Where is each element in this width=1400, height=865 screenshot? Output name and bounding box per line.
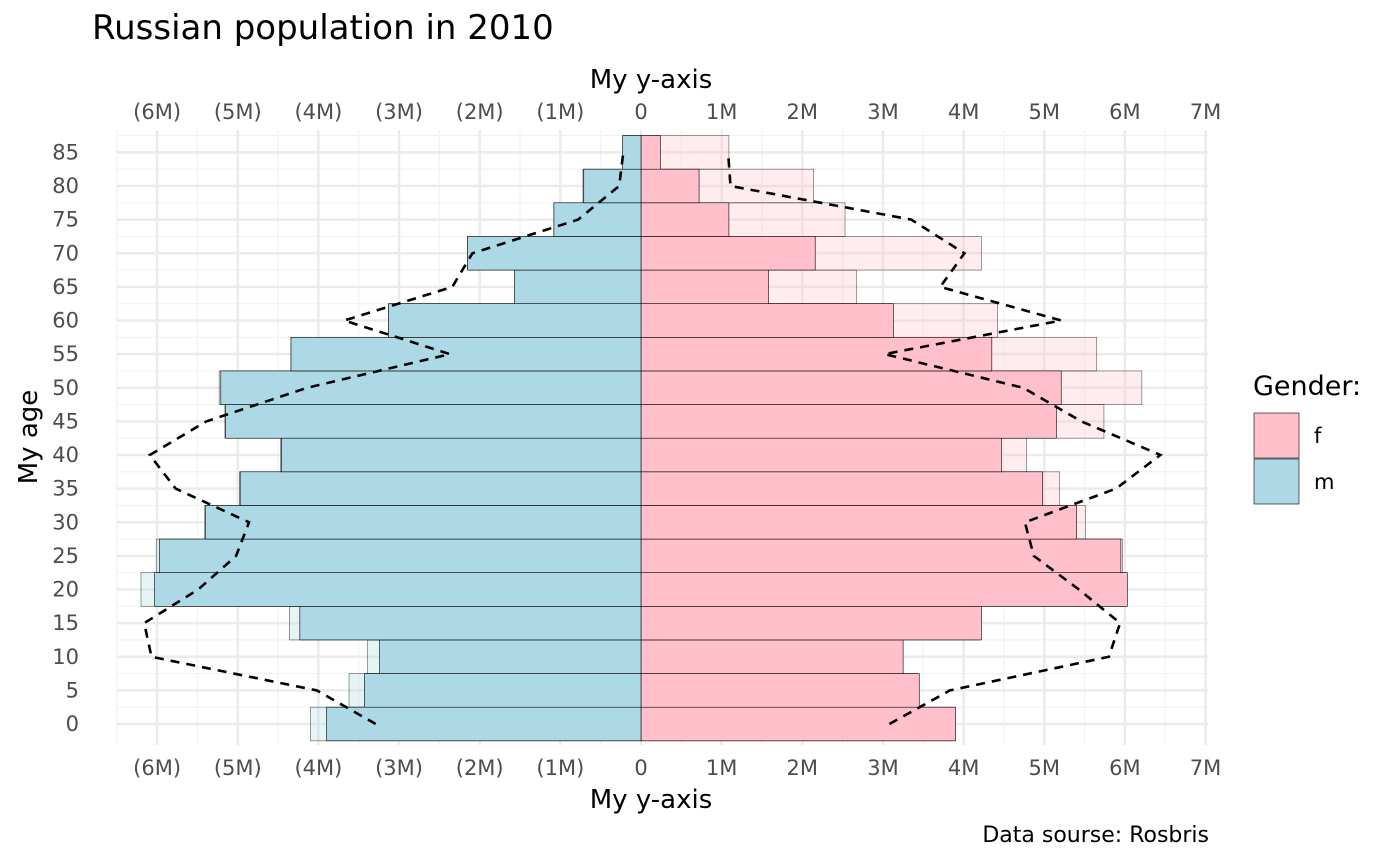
y-tick-label: 35 [52, 477, 79, 501]
y-tick-label: 40 [52, 443, 79, 467]
x-tick-label-bottom: 3M [867, 756, 898, 780]
y-tick-label: 85 [52, 140, 79, 164]
bar-m-85 [622, 135, 642, 170]
legend-key-m [1253, 458, 1300, 505]
x-tick-label-bottom: 6M [1109, 756, 1140, 780]
x-tick-label-top: 6M [1109, 100, 1140, 124]
x-tick-label-top: 3M [867, 100, 898, 124]
y-tick-label: 80 [52, 174, 79, 198]
y-tick-label: 50 [52, 376, 79, 400]
y-tick-label: 15 [52, 611, 79, 635]
bar-f-45 [640, 404, 1057, 439]
bar-f-80 [640, 168, 700, 204]
bar-m-5 [364, 673, 642, 708]
bar-m-10 [379, 639, 642, 674]
x-tick-label-bottom: 7M [1190, 756, 1221, 780]
bar-m-35 [239, 471, 642, 506]
x-tick-label-top: 2M [787, 100, 818, 124]
x-tick-label-bottom: 2M [787, 756, 818, 780]
x-tick-label-bottom: 1M [706, 756, 737, 780]
bar-m-75 [553, 202, 642, 237]
x-tick-label-top: (2M) [456, 100, 504, 124]
bar-m-40 [281, 437, 642, 473]
y-tick-label: 75 [52, 208, 79, 232]
x-tick-label-bottom: (2M) [456, 756, 504, 780]
x-tick-label-top: (1M) [536, 100, 584, 124]
legend-title: Gender: [1253, 371, 1361, 402]
x-tick-label-top: (4M) [294, 100, 342, 124]
chart-title: Russian population in 2010 [92, 8, 554, 48]
bar-f-85 [640, 135, 661, 170]
legend-label-m: m [1314, 470, 1334, 494]
bar-f-15 [640, 606, 982, 641]
bar-m-65 [514, 269, 642, 304]
y-tick-label: 45 [52, 409, 79, 433]
y-tick-label: 10 [52, 645, 79, 669]
bar-m-70 [467, 236, 642, 271]
x-tick-label-top: 7M [1190, 100, 1221, 124]
bar-f-65 [640, 269, 769, 304]
x-tick-label-bottom: (1M) [536, 756, 584, 780]
bar-f-0 [640, 706, 956, 742]
y-tick-label: 70 [52, 241, 79, 265]
x-axis-title-top: My y-axis [590, 65, 712, 95]
y-tick-label: 30 [52, 510, 79, 534]
x-tick-label-bottom: (5M) [214, 756, 262, 780]
x-tick-label-bottom: (4M) [294, 756, 342, 780]
y-tick-label: 65 [52, 275, 79, 299]
y-tick-label: 20 [52, 578, 79, 602]
bar-m-60 [388, 303, 642, 338]
bar-m-20 [154, 572, 642, 607]
bar-f-10 [640, 639, 904, 674]
bar-m-55 [290, 337, 642, 372]
y-tick-label: 0 [66, 712, 79, 736]
bar-f-35 [640, 471, 1043, 506]
legend-key-f [1253, 412, 1300, 459]
bar-f-55 [640, 337, 993, 372]
bars-layer [154, 135, 1128, 742]
bar-f-25 [640, 538, 1122, 573]
chart-caption: Data sourse: Rosbris [982, 823, 1209, 848]
bar-f-40 [640, 437, 1002, 473]
x-tick-label-top: 4M [948, 100, 979, 124]
x-tick-label-top: 0 [634, 100, 647, 124]
y-axis-title: My age [14, 390, 44, 485]
bar-m-30 [205, 505, 642, 540]
x-tick-label-bottom: 4M [948, 756, 979, 780]
tick-labels-layer: (6M) (6M) (5M) (5M) (4M) (4M) (3M) (3M) (2M) (2M)… [52, 100, 1221, 780]
bar-f-5 [640, 673, 920, 708]
bar-f-70 [640, 236, 816, 271]
y-tick-label: 60 [52, 309, 79, 333]
x-tick-label-top: 5M [1029, 100, 1060, 124]
x-tick-label-top: (5M) [214, 100, 262, 124]
y-tick-label: 5 [66, 678, 79, 702]
bar-m-25 [159, 538, 642, 573]
x-tick-label-top: (6M) [133, 100, 181, 124]
bar-m-45 [225, 404, 642, 439]
bar-f-60 [640, 303, 894, 338]
bar-m-50 [220, 370, 642, 405]
x-tick-label-top: 1M [706, 100, 737, 124]
bar-f-75 [640, 202, 730, 237]
x-tick-label-bottom: 0 [634, 756, 647, 780]
bar-m-15 [299, 606, 642, 641]
dashed-line-f [726, 152, 1163, 726]
legend: Gender: fm [1253, 371, 1361, 505]
legend-label-f: f [1314, 424, 1322, 448]
bar-m-80 [583, 168, 642, 204]
bar-f-50 [640, 370, 1062, 405]
bar-f-30 [640, 505, 1077, 540]
x-axis-title-bottom: My y-axis [590, 785, 712, 815]
x-tick-label-bottom: 5M [1029, 756, 1060, 780]
dashed-lines-layer [142, 152, 1163, 726]
x-tick-label-bottom: (3M) [375, 756, 423, 780]
bar-f-20 [640, 572, 1128, 607]
x-tick-label-bottom: (6M) [133, 756, 181, 780]
y-tick-label: 55 [52, 342, 79, 366]
x-tick-label-top: (3M) [375, 100, 423, 124]
y-tick-label: 25 [52, 544, 79, 568]
dashed-line-m [142, 152, 625, 726]
